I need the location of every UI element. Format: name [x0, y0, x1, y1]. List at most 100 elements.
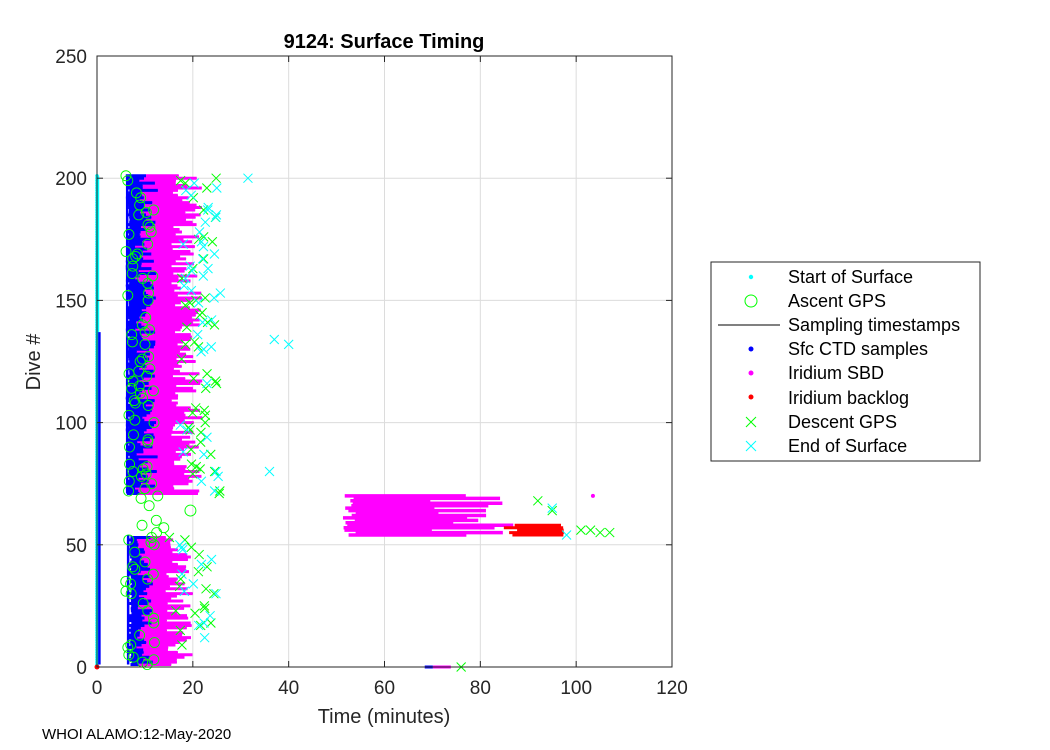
legend-marker-x-icon: [745, 440, 757, 452]
legend-marker-dot-icon: [748, 274, 754, 280]
legend-marker-dot-icon: [748, 346, 754, 352]
end-of-surface-point: [174, 539, 185, 550]
ascent-gps-point: [158, 522, 170, 534]
series-iridium-sbd: [134, 174, 595, 669]
ascent-gps-point: [123, 475, 135, 487]
legend-item-ascent-gps: Ascent GPS: [744, 291, 886, 311]
end-of-surface-point: [198, 344, 209, 355]
ascent-gps-point: [127, 561, 139, 573]
legend-box: [710, 261, 981, 462]
ascent-gps-point: [150, 514, 162, 526]
descent-gps-point: [177, 640, 187, 650]
ascent-gps-point: [142, 400, 154, 411]
series-descent-gps: [164, 173, 615, 672]
y-tick-label: 250: [55, 47, 87, 68]
y-tick-label: 0: [76, 658, 87, 679]
ascent-gps-point: [125, 578, 137, 590]
descent-gps-point: [193, 566, 204, 577]
end-of-surface-point: [196, 559, 207, 570]
x-tick-label: 60: [374, 678, 395, 699]
footer-label: WHOI ALAMO:12-May-2020: [42, 726, 232, 743]
y-axis-title: Dive #: [23, 333, 45, 391]
descent-gps-point: [210, 376, 221, 386]
ascent-gps-point: [120, 576, 132, 587]
descent-gps-point: [175, 175, 186, 186]
end-of-surface-point: [211, 466, 221, 477]
ascent-gps-point: [120, 246, 132, 257]
ascent-gps-point: [126, 382, 137, 394]
descent-gps-point: [190, 403, 201, 413]
descent-gps-point: [195, 437, 206, 448]
chart-title: 9124: Surface Timing: [284, 31, 485, 53]
ascent-gps-point: [148, 612, 160, 624]
descent-gps-point: [198, 253, 209, 264]
descent-gps-point: [202, 561, 212, 572]
ascent-gps-point: [126, 336, 138, 348]
descent-gps-point: [595, 527, 605, 538]
descent-gps-point: [202, 368, 212, 379]
descent-gps-point: [532, 495, 543, 506]
end-of-surface-point: [193, 297, 204, 308]
descent-gps-point: [186, 459, 197, 470]
end-of-surface-point: [193, 620, 204, 631]
ascent-gps-point: [141, 461, 153, 473]
descent-gps-point: [183, 422, 194, 433]
descent-gps-point: [187, 469, 198, 479]
x-tick-label: 120: [656, 678, 688, 699]
end-of-surface-point: [215, 288, 226, 298]
ascent-gps-point: [142, 219, 154, 231]
legend-marker-dot-icon: [748, 394, 754, 400]
ascent-gps-point: [142, 238, 154, 250]
end-of-surface-outlier: [269, 334, 280, 345]
ascent-gps-point: [139, 338, 151, 350]
x-tick-label: 80: [470, 678, 491, 699]
ascent-gps-point: [131, 248, 143, 260]
end-of-surface-point: [211, 210, 222, 220]
legend-marker-dot-icon: [748, 370, 754, 376]
end-of-surface-point: [175, 420, 186, 430]
iridium-sbd-point: [590, 493, 595, 498]
y-tick-label: 200: [55, 169, 87, 190]
x-tick-label: 20: [182, 678, 203, 699]
ascent-gps-point: [127, 260, 139, 272]
legend-marker-circle-icon: [744, 294, 758, 308]
descent-gps-point: [186, 542, 197, 553]
descent-gps-point: [199, 603, 210, 614]
descent-gps-point: [547, 505, 558, 516]
ascent-gps-point: [147, 270, 159, 282]
ascent-gps-point: [148, 204, 160, 216]
descent-gps-point: [191, 461, 202, 472]
descent-gps-point: [187, 407, 198, 418]
descent-gps-point: [207, 236, 218, 247]
end-of-surface-outlier: [264, 466, 275, 477]
descent-gps-point: [209, 319, 220, 330]
end-of-surface-point: [179, 586, 190, 597]
end-of-surface-point: [197, 317, 208, 328]
x-axis-title: Time (minutes): [318, 706, 451, 728]
legend-label: Iridium backlog: [788, 388, 909, 408]
end-of-surface-point: [203, 202, 214, 213]
ascent-gps-point: [122, 641, 134, 653]
descent-gps-point: [180, 178, 191, 188]
end-of-surface-point: [206, 341, 217, 352]
descent-gps-point: [585, 525, 596, 535]
ascent-gps-point: [148, 417, 160, 429]
ascent-gps-point: [129, 546, 141, 558]
end-of-surface-point: [185, 261, 196, 272]
legend-label: Start of Surface: [788, 267, 913, 287]
y-tick-label: 150: [55, 291, 87, 312]
descent-gps-point: [175, 625, 186, 636]
ascent-gps-point: [184, 504, 197, 517]
ascent-gps-point: [148, 637, 160, 649]
legend-label: Ascent GPS: [788, 291, 886, 311]
descent-gps-point: [197, 307, 207, 318]
end-of-surface-outlier: [243, 173, 253, 184]
ascent-gps-point: [137, 272, 149, 284]
ascent-gps-point: [145, 226, 157, 238]
ascent-gps-point: [148, 617, 160, 629]
descent-gps-point: [200, 417, 211, 428]
end-of-surface-point: [547, 503, 558, 513]
ascent-gps-point: [148, 539, 160, 551]
series-end-of-surface: [174, 173, 572, 643]
